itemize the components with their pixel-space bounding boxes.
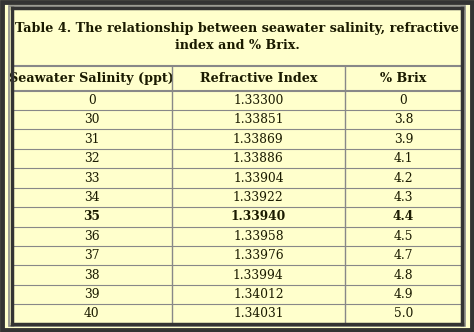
Text: 4.5: 4.5 [394, 230, 413, 243]
Text: 30: 30 [84, 113, 100, 126]
Bar [12, 149, 462, 168]
Text: 3.8: 3.8 [394, 113, 413, 126]
Bar [12, 188, 462, 207]
Text: 0: 0 [88, 94, 96, 107]
Text: 4.9: 4.9 [394, 288, 413, 301]
Text: 1.33886: 1.33886 [233, 152, 284, 165]
Bar [12, 265, 462, 285]
Text: 38: 38 [84, 269, 100, 282]
Text: 33: 33 [84, 172, 100, 185]
Bar [12, 207, 462, 226]
Text: 1.33994: 1.33994 [233, 269, 284, 282]
Text: % Brix: % Brix [381, 72, 427, 85]
Text: 1.33300: 1.33300 [233, 94, 283, 107]
Text: 40: 40 [84, 307, 100, 320]
Text: 1.34012: 1.34012 [233, 288, 284, 301]
Bar [12, 110, 462, 129]
Text: 1.33976: 1.33976 [233, 249, 284, 262]
Text: Table 4. The relationship between seawater salinity, refractive
index and % Brix: Table 4. The relationship between seawat… [15, 22, 459, 52]
Text: 1.33922: 1.33922 [233, 191, 284, 204]
Text: 34: 34 [84, 191, 100, 204]
Text: 1.33904: 1.33904 [233, 172, 284, 185]
Text: Seawater Salinity (ppt): Seawater Salinity (ppt) [9, 72, 174, 85]
Text: Refractive Index: Refractive Index [200, 72, 317, 85]
Bar [12, 226, 462, 246]
Bar [12, 129, 462, 149]
Text: 4.3: 4.3 [394, 191, 413, 204]
Text: 31: 31 [84, 133, 100, 146]
Text: 3.9: 3.9 [394, 133, 413, 146]
Bar [12, 8, 462, 66]
Text: 37: 37 [84, 249, 100, 262]
Text: 4.8: 4.8 [394, 269, 413, 282]
Bar [12, 304, 462, 324]
Text: 36: 36 [84, 230, 100, 243]
Text: 4.4: 4.4 [393, 210, 414, 223]
Bar [12, 168, 462, 188]
Text: 1.33940: 1.33940 [231, 210, 286, 223]
Text: 39: 39 [84, 288, 100, 301]
Text: 1.33958: 1.33958 [233, 230, 284, 243]
Text: 4.7: 4.7 [394, 249, 413, 262]
Bar [12, 66, 462, 91]
Text: 4.2: 4.2 [394, 172, 413, 185]
Text: 35: 35 [83, 210, 100, 223]
Text: 5.0: 5.0 [394, 307, 413, 320]
Bar [12, 91, 462, 110]
Text: 1.33851: 1.33851 [233, 113, 283, 126]
Text: 1.34031: 1.34031 [233, 307, 283, 320]
Text: 1.33869: 1.33869 [233, 133, 284, 146]
Text: 0: 0 [400, 94, 408, 107]
Bar [12, 285, 462, 304]
Text: 4.1: 4.1 [394, 152, 413, 165]
Text: 32: 32 [84, 152, 100, 165]
Bar [12, 246, 462, 265]
